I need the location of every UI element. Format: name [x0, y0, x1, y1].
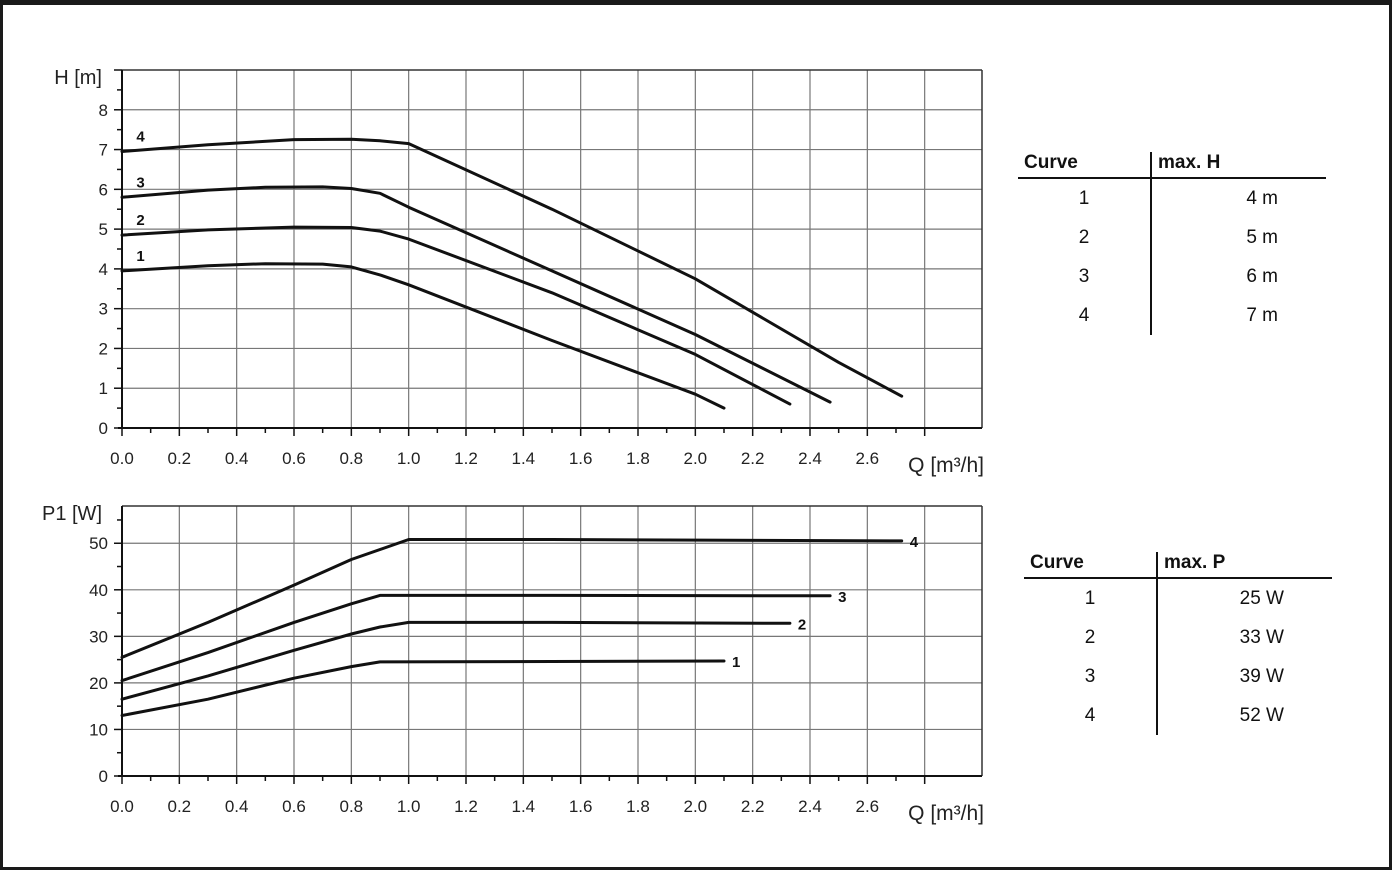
- curve-number: 1: [1078, 187, 1090, 209]
- y-tick-label: 5: [99, 220, 108, 239]
- y-axis-title: P1 [W]: [42, 503, 102, 525]
- x-tick-label: 1.2: [454, 797, 478, 816]
- max-p-table: Curve max. P 1 25 W 2 33 W 3 39 W 4 52 W: [1024, 552, 1332, 735]
- y-tick-label: 3: [99, 300, 108, 319]
- x-tick-label: 1.8: [626, 797, 650, 816]
- series-line-1: [120, 262, 726, 410]
- table-row: 2 5 m: [1018, 218, 1326, 257]
- table-header-curve: Curve: [1018, 152, 1151, 179]
- curve-number: 3: [1084, 665, 1096, 687]
- x-tick-label: 1.0: [397, 449, 421, 468]
- x-axis-title: Q [m³/h]: [908, 454, 984, 477]
- x-tick-label: 2.6: [856, 797, 880, 816]
- series-label-2: 2: [798, 616, 806, 633]
- table-row: 2 33 W: [1024, 618, 1332, 657]
- max-h-value: 6 m: [1150, 257, 1326, 296]
- x-tick-label: 0.2: [168, 797, 192, 816]
- x-tick-label: 0.6: [282, 797, 306, 816]
- max-p-value: 52 W: [1156, 696, 1332, 735]
- series-label-3: 3: [838, 589, 846, 606]
- series-label-4: 4: [910, 534, 919, 551]
- x-tick-label: 1.2: [454, 449, 478, 468]
- x-tick-label: 0.0: [110, 797, 134, 816]
- y-tick-label: 6: [99, 180, 108, 199]
- series-line-4: [120, 538, 904, 659]
- table-header-max-h: max. H: [1150, 152, 1326, 179]
- x-tick-label: 1.4: [512, 449, 536, 468]
- y-tick-label: 8: [99, 101, 108, 120]
- x-tick-label: 2.0: [684, 449, 708, 468]
- x-tick-label: 1.6: [569, 449, 593, 468]
- x-tick-label: 2.2: [741, 797, 765, 816]
- series-line-4: [120, 137, 904, 398]
- y-tick-label: 7: [99, 141, 108, 160]
- y-axis-title: H [m]: [54, 67, 102, 89]
- x-tick-label: 0.4: [225, 449, 249, 468]
- x-tick-label: 0.8: [340, 449, 364, 468]
- curve-number: 4: [1084, 704, 1096, 726]
- x-tick-label: 0.6: [282, 449, 306, 468]
- table-row: 4 52 W: [1024, 696, 1332, 735]
- series-label-2: 2: [136, 212, 144, 229]
- max-h-value: 7 m: [1150, 296, 1326, 335]
- x-tick-label: 1.0: [397, 797, 421, 816]
- series-line-2: [120, 620, 792, 701]
- x-tick-label: 0.0: [110, 449, 134, 468]
- max-h-value: 5 m: [1150, 218, 1326, 257]
- y-tick-label: 0: [99, 419, 108, 438]
- x-tick-label: 1.6: [569, 797, 593, 816]
- x-tick-label: 2.6: [856, 449, 880, 468]
- x-tick-label: 2.0: [684, 797, 708, 816]
- max-p-value: 33 W: [1156, 618, 1332, 657]
- series-label-3: 3: [136, 174, 144, 191]
- series-label-4: 4: [136, 129, 145, 146]
- x-tick-label: 0.4: [225, 797, 249, 816]
- y-tick-label: 10: [89, 720, 108, 739]
- y-tick-label: 30: [89, 627, 108, 646]
- table-header-max-p: max. P: [1156, 552, 1332, 579]
- power-chart: 0.0 0.2 0.4 0.6 0.8 1.0 1.2 1.4 1.6 1.8 2.0 2.2 2.4 2…: [42, 503, 984, 825]
- x-tick-label: 2.4: [798, 449, 822, 468]
- y-tick-label: 4: [99, 260, 108, 279]
- max-h-table: Curve max. H 1 4 m 2 5 m 3 6 m 4 7 m: [1018, 152, 1326, 335]
- series-label-1: 1: [136, 248, 144, 265]
- curve-number: 2: [1084, 626, 1096, 648]
- curve-number: 1: [1084, 587, 1096, 609]
- curve-number: 2: [1078, 226, 1090, 248]
- table-row: 3 39 W: [1024, 657, 1332, 696]
- x-tick-label: 2.4: [798, 797, 822, 816]
- x-tick-label: 2.2: [741, 449, 765, 468]
- x-tick-label: 0.8: [340, 797, 364, 816]
- y-tick-label: 0: [99, 767, 108, 786]
- y-tick-label: 50: [89, 534, 108, 553]
- series-line-3: [120, 593, 832, 683]
- series-label-1: 1: [732, 654, 740, 671]
- curve-number: 4: [1078, 304, 1090, 326]
- y-tick-label: 1: [99, 379, 108, 398]
- table-header-curve: Curve: [1024, 552, 1157, 579]
- head-chart: 0.0 0.2 0.4 0.6 0.8 1.0 1.2 1.4 1.6 1.8 2.0 2.2 2.4 2…: [54, 67, 984, 477]
- x-tick-label: 1.4: [512, 797, 536, 816]
- table-row: 1 4 m: [1018, 178, 1326, 218]
- table-row: 1 25 W: [1024, 578, 1332, 618]
- max-p-value: 25 W: [1156, 578, 1332, 618]
- series-line-1: [120, 659, 726, 717]
- y-tick-label: 20: [89, 674, 108, 693]
- max-h-value: 4 m: [1150, 178, 1326, 218]
- curve-number: 3: [1078, 265, 1090, 287]
- series-line-3: [120, 185, 832, 404]
- series-line-2: [120, 225, 792, 406]
- x-axis-title: Q [m³/h]: [908, 802, 984, 825]
- max-p-value: 39 W: [1156, 657, 1332, 696]
- table-row: 3 6 m: [1018, 257, 1326, 296]
- y-tick-label: 2: [99, 339, 108, 358]
- x-tick-label: 1.8: [626, 449, 650, 468]
- x-tick-label: 0.2: [168, 449, 192, 468]
- table-row: 4 7 m: [1018, 296, 1326, 335]
- y-tick-label: 40: [89, 581, 108, 600]
